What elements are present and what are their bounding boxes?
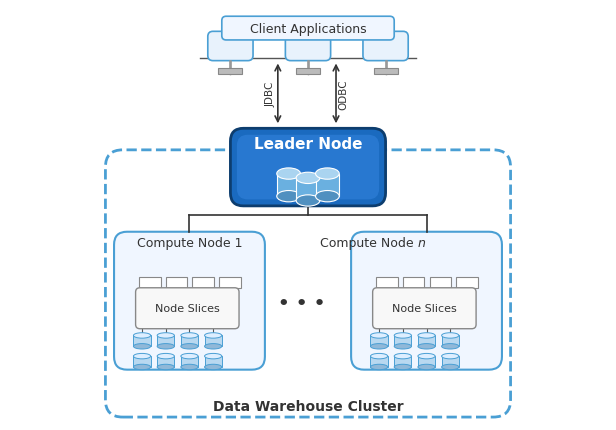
Bar bbox=[376, 277, 398, 288]
Ellipse shape bbox=[370, 365, 387, 370]
FancyBboxPatch shape bbox=[351, 232, 502, 370]
Ellipse shape bbox=[315, 191, 339, 203]
Ellipse shape bbox=[394, 365, 411, 370]
Text: Compute Node 1: Compute Node 1 bbox=[137, 237, 242, 249]
Bar bbox=[181, 336, 198, 347]
Ellipse shape bbox=[296, 173, 320, 184]
Bar bbox=[157, 336, 174, 347]
Ellipse shape bbox=[394, 333, 411, 338]
FancyBboxPatch shape bbox=[373, 288, 476, 329]
Bar bbox=[429, 277, 451, 288]
Ellipse shape bbox=[205, 365, 222, 370]
Bar bbox=[296, 178, 320, 201]
Ellipse shape bbox=[442, 344, 459, 349]
Ellipse shape bbox=[134, 344, 151, 349]
Bar bbox=[205, 356, 222, 367]
Bar bbox=[442, 336, 459, 347]
Ellipse shape bbox=[442, 333, 459, 338]
Ellipse shape bbox=[181, 333, 198, 338]
Text: • • •: • • • bbox=[278, 294, 325, 312]
FancyBboxPatch shape bbox=[222, 17, 394, 41]
FancyBboxPatch shape bbox=[136, 288, 239, 329]
Bar bbox=[456, 277, 478, 288]
Bar bbox=[418, 336, 435, 347]
Ellipse shape bbox=[181, 344, 198, 349]
Bar bbox=[181, 356, 198, 367]
Ellipse shape bbox=[315, 169, 339, 180]
Bar bbox=[394, 336, 411, 347]
Ellipse shape bbox=[157, 365, 174, 370]
Bar bbox=[296, 69, 320, 74]
Text: Node Slices: Node Slices bbox=[155, 304, 220, 313]
Ellipse shape bbox=[296, 195, 320, 207]
Text: Node Slices: Node Slices bbox=[392, 304, 456, 313]
Ellipse shape bbox=[442, 365, 459, 370]
Ellipse shape bbox=[394, 353, 411, 359]
Ellipse shape bbox=[370, 344, 387, 349]
Bar bbox=[134, 336, 151, 347]
Ellipse shape bbox=[418, 333, 435, 338]
FancyBboxPatch shape bbox=[237, 135, 379, 200]
Text: JDBC: JDBC bbox=[265, 82, 275, 107]
Bar bbox=[134, 356, 151, 367]
Ellipse shape bbox=[134, 365, 151, 370]
Ellipse shape bbox=[157, 333, 174, 338]
Ellipse shape bbox=[157, 344, 174, 349]
Bar bbox=[219, 277, 241, 288]
Bar bbox=[166, 277, 187, 288]
Text: ODBC: ODBC bbox=[339, 79, 349, 110]
FancyBboxPatch shape bbox=[114, 232, 265, 370]
FancyBboxPatch shape bbox=[285, 32, 331, 61]
Text: Data Warehouse Cluster: Data Warehouse Cluster bbox=[213, 399, 403, 413]
Text: Client Applications: Client Applications bbox=[249, 22, 367, 36]
Bar bbox=[373, 69, 398, 74]
FancyBboxPatch shape bbox=[363, 32, 408, 61]
Bar bbox=[139, 277, 161, 288]
Ellipse shape bbox=[370, 333, 387, 338]
Bar bbox=[418, 356, 435, 367]
Ellipse shape bbox=[134, 353, 151, 359]
Ellipse shape bbox=[277, 169, 301, 180]
Ellipse shape bbox=[181, 365, 198, 370]
Ellipse shape bbox=[205, 344, 222, 349]
Bar bbox=[277, 174, 301, 197]
Text: n: n bbox=[418, 237, 426, 249]
Bar bbox=[403, 277, 424, 288]
Ellipse shape bbox=[157, 353, 174, 359]
Ellipse shape bbox=[442, 353, 459, 359]
Text: Leader Node: Leader Node bbox=[254, 137, 362, 151]
FancyBboxPatch shape bbox=[230, 129, 386, 206]
Bar bbox=[315, 174, 339, 197]
Bar bbox=[205, 336, 222, 347]
Bar bbox=[370, 336, 387, 347]
Ellipse shape bbox=[277, 191, 301, 203]
Ellipse shape bbox=[205, 353, 222, 359]
Bar bbox=[157, 356, 174, 367]
Ellipse shape bbox=[418, 353, 435, 359]
Bar bbox=[218, 69, 243, 74]
Ellipse shape bbox=[134, 333, 151, 338]
Ellipse shape bbox=[370, 353, 387, 359]
Ellipse shape bbox=[205, 333, 222, 338]
Bar bbox=[370, 356, 387, 367]
Bar bbox=[192, 277, 214, 288]
Ellipse shape bbox=[181, 353, 198, 359]
Bar bbox=[442, 356, 459, 367]
Text: Compute Node: Compute Node bbox=[320, 237, 418, 249]
Bar bbox=[394, 356, 411, 367]
Ellipse shape bbox=[418, 344, 435, 349]
Ellipse shape bbox=[418, 365, 435, 370]
FancyBboxPatch shape bbox=[208, 32, 253, 61]
Ellipse shape bbox=[394, 344, 411, 349]
